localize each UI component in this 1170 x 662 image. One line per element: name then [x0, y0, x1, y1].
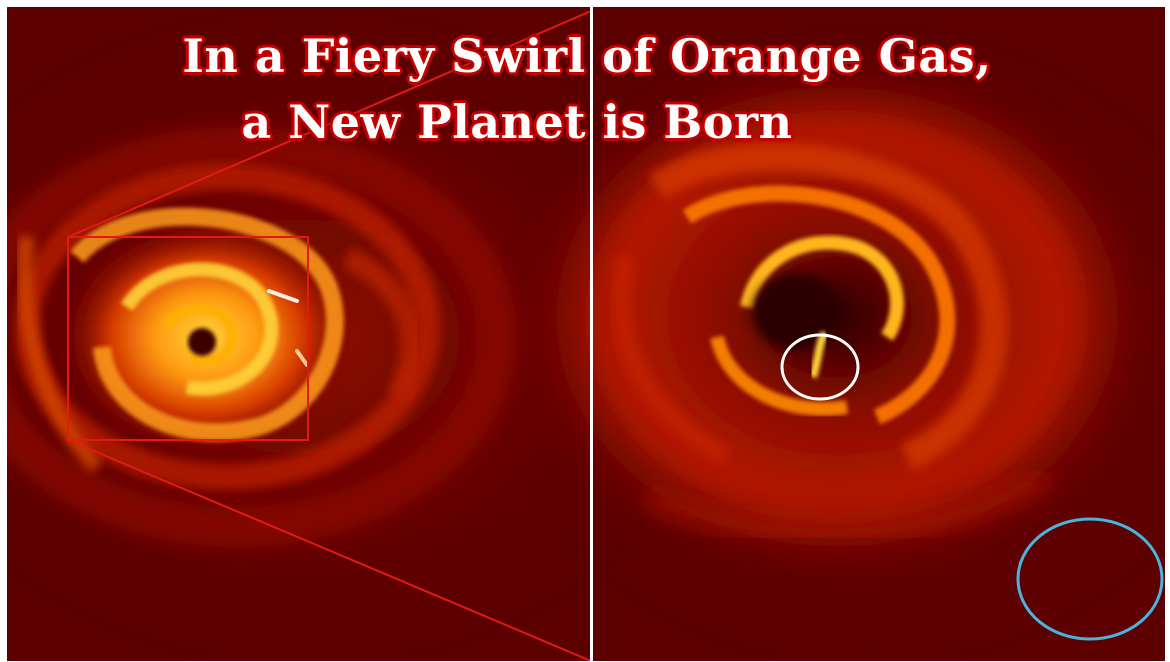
- planet-marker-circle: [780, 333, 860, 401]
- headline-line-1: In a Fiery Swirl of Orange Gas,: [182, 29, 992, 83]
- wide-field-disk: [7, 127, 517, 547]
- headline-line-2: a New Planet is Born: [241, 95, 793, 149]
- zoom-indicator: [67, 10, 592, 661]
- panel-divider: [590, 7, 593, 661]
- protoplanetary-disk-graphic: [7, 7, 1165, 661]
- zoomed-inner-disk: [507, 47, 1165, 587]
- astronomy-image: In a Fiery Swirl of Orange Gas, a New Pl…: [7, 7, 1165, 661]
- headline: In a Fiery Swirl of Orange Gas, a New Pl…: [87, 23, 1087, 155]
- reference-marker-circle: [1016, 517, 1164, 641]
